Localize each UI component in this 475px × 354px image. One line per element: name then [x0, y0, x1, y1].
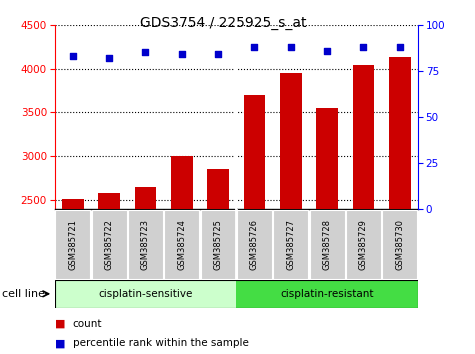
Text: count: count — [73, 319, 102, 329]
Bar — [171, 156, 193, 354]
Text: cell line: cell line — [2, 289, 46, 299]
Bar — [62, 199, 84, 354]
Bar — [55, 280, 237, 308]
Text: GSM385721: GSM385721 — [68, 219, 77, 270]
Bar — [244, 95, 266, 354]
Text: percentile rank within the sample: percentile rank within the sample — [73, 338, 248, 348]
Bar — [98, 193, 120, 354]
Point — [396, 44, 404, 50]
Bar — [274, 210, 308, 279]
Bar — [310, 210, 344, 279]
Text: cisplatin-resistant: cisplatin-resistant — [280, 289, 374, 299]
Bar — [352, 65, 374, 354]
Bar — [92, 210, 126, 279]
Text: GSM385727: GSM385727 — [286, 219, 295, 270]
Bar — [389, 57, 411, 354]
Bar — [134, 187, 156, 354]
Text: GSM385724: GSM385724 — [177, 219, 186, 270]
Text: GSM385730: GSM385730 — [395, 219, 404, 270]
Text: GSM385725: GSM385725 — [214, 219, 223, 270]
Text: ■: ■ — [55, 338, 65, 348]
Text: GSM385729: GSM385729 — [359, 219, 368, 270]
Bar — [316, 108, 338, 354]
Bar — [56, 210, 90, 279]
Text: GSM385728: GSM385728 — [323, 219, 332, 270]
Bar — [237, 210, 272, 279]
Text: GSM385722: GSM385722 — [104, 219, 114, 270]
Bar — [280, 73, 302, 354]
Bar — [207, 169, 229, 354]
Text: cisplatin-sensitive: cisplatin-sensitive — [98, 289, 193, 299]
Point — [323, 48, 331, 53]
Point — [214, 51, 222, 57]
Bar — [128, 210, 163, 279]
Bar — [164, 210, 199, 279]
Point — [360, 44, 367, 50]
Text: GSM385723: GSM385723 — [141, 219, 150, 270]
Text: GSM385726: GSM385726 — [250, 219, 259, 270]
Bar — [237, 280, 418, 308]
Point — [178, 51, 186, 57]
Point — [105, 55, 113, 61]
Bar — [201, 210, 236, 279]
Bar — [346, 210, 381, 279]
Point — [251, 44, 258, 50]
Bar — [382, 210, 417, 279]
Point — [287, 44, 294, 50]
Text: GDS3754 / 225925_s_at: GDS3754 / 225925_s_at — [140, 16, 306, 30]
Point — [142, 50, 149, 55]
Point — [69, 53, 76, 59]
Text: ■: ■ — [55, 319, 65, 329]
